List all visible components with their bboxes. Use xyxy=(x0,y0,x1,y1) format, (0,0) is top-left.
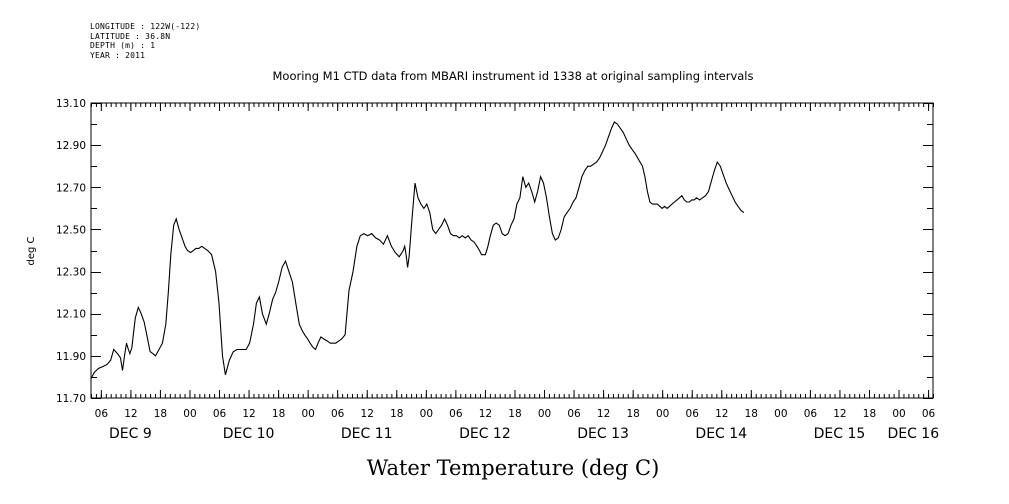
y-tick-label: 12.50 xyxy=(56,224,86,236)
plot-frame xyxy=(90,102,934,399)
x-tick-label: 12 xyxy=(833,408,846,420)
y-tick-label: 11.90 xyxy=(56,351,86,363)
x-tick-label: 18 xyxy=(390,408,403,420)
x-tick-label: 00 xyxy=(301,408,314,420)
x-tick-label: 12 xyxy=(715,408,728,420)
x-tick-label: 06 xyxy=(804,408,818,420)
x-tick-label: 06 xyxy=(922,408,936,420)
x-tick-label: 00 xyxy=(538,408,551,420)
metadata-block: LONGITUDE : 122W(-122) LATITUDE : 36.8N … xyxy=(90,22,200,60)
x-tick-label: 00 xyxy=(656,408,669,420)
depth-label: DEPTH (m) : 1 xyxy=(90,41,156,50)
year-label: YEAR : 2011 xyxy=(90,50,146,60)
x-tick-label: 18 xyxy=(508,408,521,420)
x-tick-label: 00 xyxy=(420,408,433,420)
x-day-label: DEC 16 xyxy=(887,426,939,442)
x-day-label: DEC 13 xyxy=(577,426,629,442)
axis-ticks xyxy=(91,103,934,399)
x-tick-label: 06 xyxy=(95,408,109,420)
y-tick-label: 11.70 xyxy=(56,393,86,405)
chart-title: Mooring M1 CTD data from MBARI instrumen… xyxy=(273,69,754,83)
x-tick-label: 06 xyxy=(331,408,345,420)
x-tick-label: 18 xyxy=(272,408,285,420)
x-tick-label: 18 xyxy=(745,408,758,420)
x-day-label: DEC 10 xyxy=(223,426,275,442)
y-tick-label: 12.70 xyxy=(56,182,86,194)
x-tick-label: 18 xyxy=(154,408,167,420)
y-tick-label: 12.90 xyxy=(56,140,86,152)
x-tick-label: 06 xyxy=(686,408,700,420)
x-tick-label: 06 xyxy=(449,408,463,420)
temperature-series-line xyxy=(90,121,745,380)
y-tick-label: 13.10 xyxy=(56,98,86,110)
x-tick-label: 12 xyxy=(242,408,255,420)
longitude-label: LONGITUDE : 122W(-122) xyxy=(90,22,201,31)
x-tick-label: 00 xyxy=(892,408,905,420)
x-day-label: DEC 15 xyxy=(814,426,866,442)
latitude-label: LATITUDE : 36.8N xyxy=(90,31,171,41)
x-tick-label: 12 xyxy=(361,408,374,420)
x-axis-label: Water Temperature (deg C) xyxy=(367,456,660,480)
x-tick-label: 12 xyxy=(597,408,610,420)
x-day-label: DEC 14 xyxy=(695,426,747,442)
tick-labels: 06 12 18 00 06 12 18 00 06 12 18 00 06 12 18 00 06 12 18 00… xyxy=(56,98,939,442)
x-tick-label: 00 xyxy=(183,408,196,420)
x-tick-label: 06 xyxy=(213,408,227,420)
x-tick-label: 18 xyxy=(863,408,876,420)
x-tick-label: 12 xyxy=(479,408,492,420)
y-tick-label: 12.10 xyxy=(56,309,86,321)
x-day-label: DEC 12 xyxy=(459,426,511,442)
x-tick-label: 12 xyxy=(124,408,137,420)
x-day-label: DEC 11 xyxy=(341,426,393,442)
x-tick-label: 06 xyxy=(567,408,581,420)
y-axis-label: deg C xyxy=(26,236,37,265)
y-tick-label: 12.30 xyxy=(56,267,86,279)
x-tick-label: 00 xyxy=(774,408,787,420)
x-tick-label: 18 xyxy=(626,408,639,420)
x-day-label: DEC 9 xyxy=(109,426,152,442)
